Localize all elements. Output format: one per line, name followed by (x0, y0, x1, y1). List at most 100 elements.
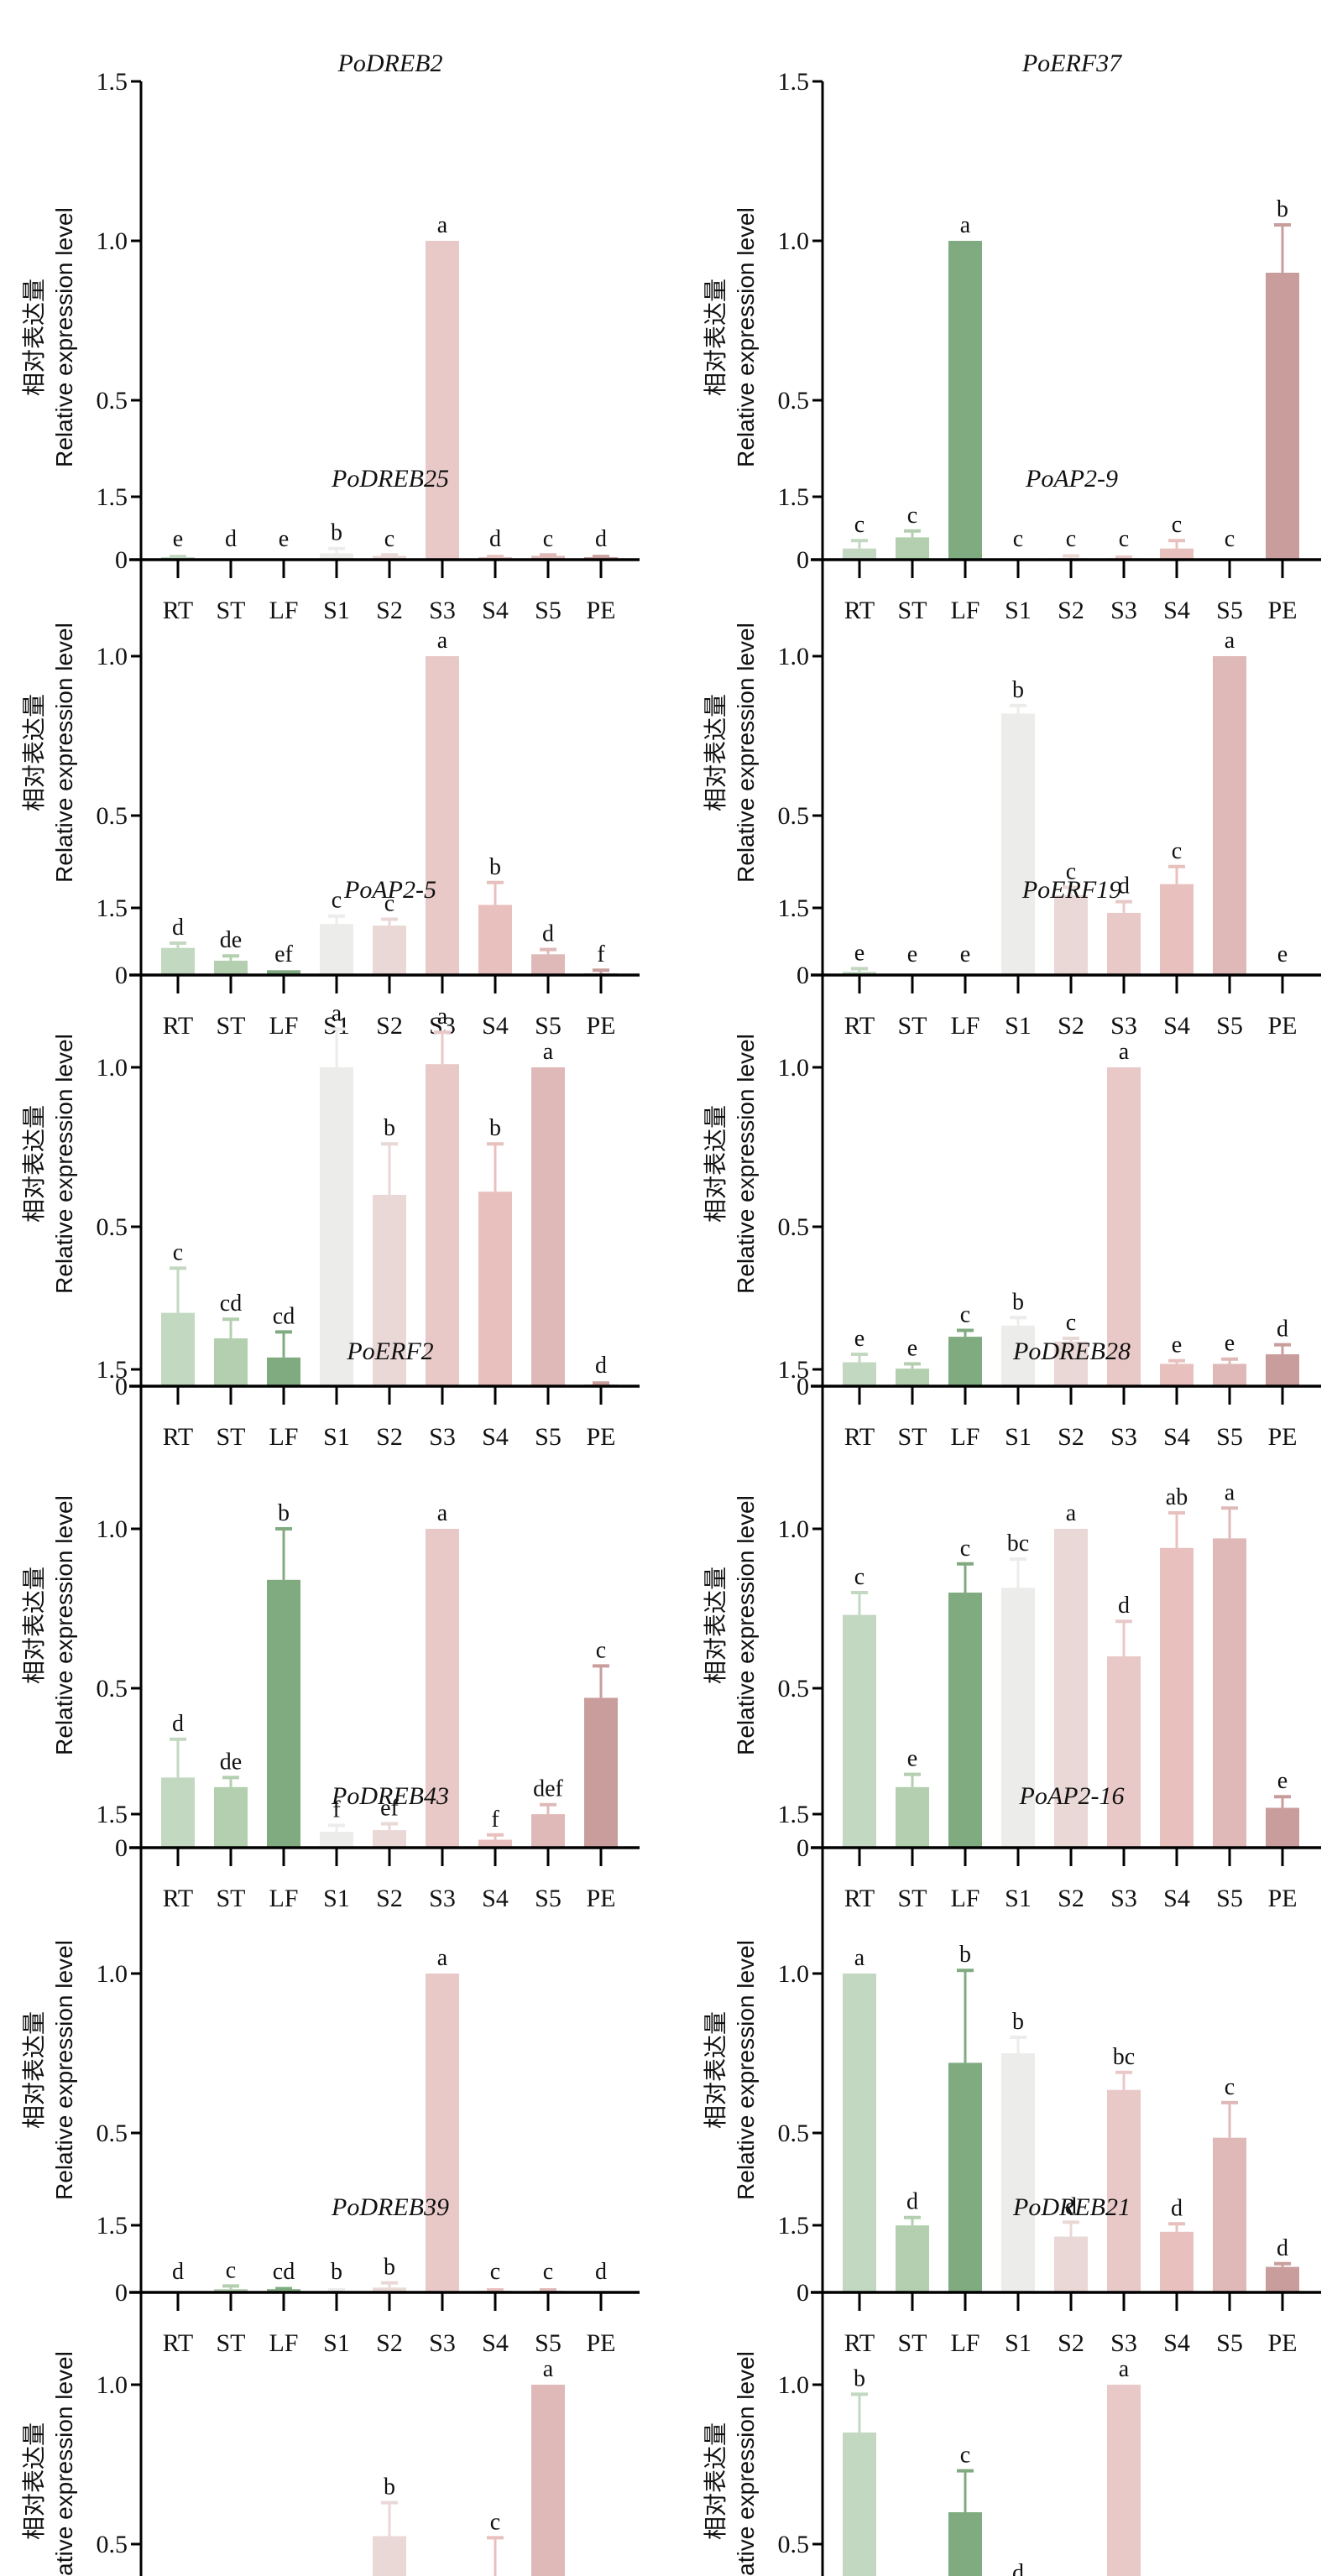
bar-rt (843, 972, 876, 975)
bar-s1 (320, 553, 353, 560)
y-axis-label-en: Relative expression level (733, 2351, 759, 2576)
chart-title: PoAP2-5 (343, 876, 436, 904)
x-tick-label: S2 (1058, 1012, 1084, 1040)
chart-panel: PoAP2-5 相对表达量 Relative expression level c RT… (21, 876, 640, 1451)
bar-rt (843, 1362, 876, 1386)
x-tick-label: LF (950, 1012, 979, 1040)
significance-label: c (596, 1637, 606, 1663)
bar-st (214, 1338, 248, 1386)
x-tick-label: S3 (1110, 1885, 1137, 1912)
bar-s5 (531, 1067, 565, 1386)
significance-label: e (1225, 1331, 1235, 1357)
y-tick-label: 0.5 (778, 802, 810, 830)
significance-label: c (1225, 526, 1235, 552)
bar-pe (1266, 1807, 1299, 1848)
y-axis-label: 相对表达量 Relative expression level (21, 1034, 77, 1294)
significance-label: d (172, 915, 184, 941)
bar-s3 (426, 1974, 459, 2292)
significance-label: c (543, 526, 553, 552)
significance-label: a (437, 1945, 448, 1971)
chart-title: PoERF37 (1021, 50, 1123, 77)
x-tick-label: LF (950, 1885, 979, 1912)
significance-label: d (172, 2259, 184, 2285)
chart-title: PoDREB43 (331, 1782, 449, 1810)
y-axis-label: 相对表达量 Relative expression level (703, 1034, 759, 1294)
significance-label: d (489, 526, 501, 552)
y-axis-label-cn: 相对表达量 (21, 1105, 47, 1223)
significance-label: e (960, 941, 970, 967)
significance-label: b (489, 1115, 501, 1141)
x-tick-label: LF (950, 2329, 979, 2357)
y-axis-label-cn: 相对表达量 (21, 1567, 47, 1684)
chart-panel: PoERF37 相对表达量 Relative expression level c RT… (703, 50, 1321, 624)
x-tick-label: PE (586, 2329, 615, 2357)
significance-label: a (1225, 1479, 1235, 1505)
bar-s5 (531, 954, 565, 975)
x-tick-label: S4 (482, 1012, 509, 1040)
y-axis-label-en: Relative expression level (733, 1940, 759, 2200)
significance-label: d (172, 1711, 184, 1737)
x-tick-label: S4 (482, 1423, 509, 1451)
significance-label: c (960, 2443, 970, 2469)
bar-rt (843, 2433, 876, 2576)
y-tick-label: 1.5 (778, 2212, 810, 2240)
y-tick-label: 1.0 (778, 227, 810, 255)
bar-s3 (426, 241, 459, 560)
x-tick-label: S4 (482, 2329, 509, 2357)
x-tick-label: S5 (535, 597, 562, 624)
x-tick-label: S5 (535, 1423, 562, 1451)
significance-label: c (1172, 838, 1182, 864)
bar-lf (267, 1579, 300, 1848)
y-tick-label: 0.5 (97, 1213, 128, 1241)
x-tick-label: S3 (1110, 1423, 1137, 1451)
y-tick-label: 1.5 (97, 894, 128, 922)
bar-s1 (1001, 1325, 1035, 1386)
y-axis-label-cn: 相对表达量 (703, 1567, 729, 1684)
x-tick-label: S4 (1163, 1885, 1190, 1912)
y-tick-label: 0 (115, 546, 128, 574)
y-axis-label: 相对表达量 Relative expression level (21, 1940, 77, 2200)
y-tick-label: 1.0 (778, 1960, 810, 1988)
bar-s2 (373, 1195, 406, 1386)
significance-label: ef (274, 941, 293, 967)
x-tick-label: S3 (429, 2329, 456, 2357)
significance-label: d (906, 2189, 918, 2215)
x-tick-label: PE (586, 1012, 615, 1040)
bar-s3 (1107, 1656, 1141, 1848)
y-axis-label: 相对表达量 Relative expression level (703, 1940, 759, 2200)
y-tick-label: 0 (797, 1373, 809, 1400)
y-axis-label-en: Relative expression level (51, 207, 77, 467)
x-tick-label: PE (1267, 1885, 1297, 1912)
significance-label: c (173, 1239, 183, 1265)
y-tick-label: 1.0 (97, 1054, 128, 1082)
bar-s5 (531, 555, 565, 560)
significance-label: e (1277, 941, 1288, 967)
bar-s4 (1160, 884, 1194, 975)
significance-label: ef (380, 1796, 399, 1822)
bar-pe (1266, 1354, 1299, 1386)
x-tick-label: S4 (482, 597, 509, 624)
y-tick-label: 0 (115, 1834, 128, 1862)
x-tick-label: S5 (1216, 1885, 1243, 1912)
x-tick-label: S2 (1058, 597, 1084, 624)
bar-s3 (426, 656, 459, 975)
y-tick-label: 0.5 (97, 1675, 128, 1703)
chart-title: PoERF19 (1021, 876, 1121, 904)
significance-label: a (332, 1000, 342, 1026)
y-axis-label-cn: 相对表达量 (21, 694, 47, 811)
y-tick-label: 1.0 (778, 1054, 810, 1082)
significance-label: c (907, 503, 917, 529)
bar-s2 (1054, 2236, 1088, 2292)
chart-title: PoAP2-9 (1025, 465, 1118, 493)
significance-label: d (1065, 2193, 1077, 2219)
bar-s4 (1160, 1364, 1194, 1386)
significance-label: a (437, 1004, 448, 1030)
bar-s5 (531, 1814, 565, 1848)
bar-s2 (373, 1830, 406, 1848)
x-tick-label: S1 (323, 1885, 350, 1912)
y-axis-label-en: Relative expression level (733, 1495, 759, 1755)
x-tick-label: S4 (1163, 1012, 1190, 1040)
bar-s1 (320, 924, 353, 975)
